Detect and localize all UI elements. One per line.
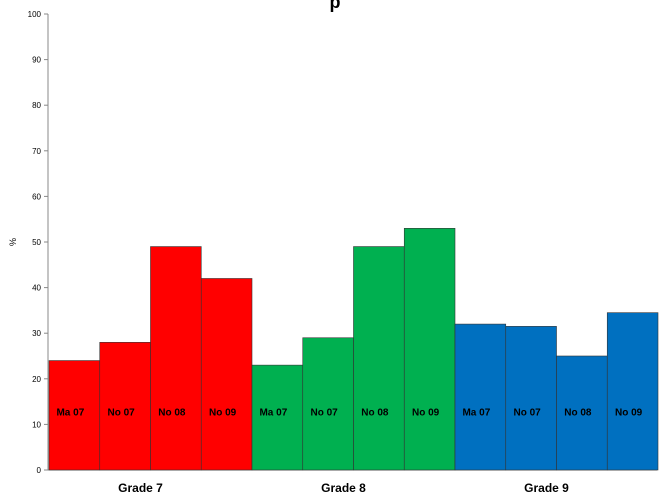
bar: [353, 246, 405, 471]
bar-label: Ma 07: [462, 407, 490, 418]
y-axis-label: %: [8, 238, 18, 246]
bar-label: No 09: [615, 407, 643, 418]
bar: [200, 278, 253, 471]
y-tick-label: 30: [32, 329, 41, 338]
bar: [606, 312, 659, 471]
bar-label: No 08: [564, 407, 592, 418]
bar: [302, 337, 354, 471]
y-tick-label: 20: [32, 375, 41, 384]
bar: [48, 360, 101, 471]
bar: [150, 246, 202, 471]
chart-title: p: [330, 0, 341, 12]
bar-label: No 08: [361, 407, 389, 418]
bar-label: No 07: [311, 407, 339, 418]
bar-label: No 07: [108, 407, 136, 418]
y-tick-label: 70: [32, 147, 41, 156]
bar-label: No 07: [514, 407, 542, 418]
bar: [403, 228, 456, 471]
bar-label: No 09: [209, 407, 237, 418]
bar: [505, 326, 557, 471]
y-tick-label: 80: [32, 101, 41, 110]
y-tick-label: 0: [37, 466, 42, 475]
y-tick-label: 10: [32, 420, 41, 429]
bar: [454, 323, 507, 471]
bar: [99, 342, 151, 471]
y-tick-label: 40: [32, 284, 41, 293]
y-tick-label: 50: [32, 238, 41, 247]
group-labels: Grade 7 Grade 8 Grade 9: [118, 481, 569, 495]
bar-label: No 09: [412, 407, 440, 418]
bar-labels: Ma 07 No 07 No 08 No 09 Ma 07 No 07 No 08 No 09…: [56, 407, 642, 418]
group-label: Grade 7: [118, 481, 163, 495]
bar-label: Ma 07: [56, 407, 84, 418]
y-tick-label: 90: [32, 56, 41, 65]
y-tick-label: 100: [28, 10, 42, 19]
y-tick-label: 60: [32, 192, 41, 201]
bars: [48, 228, 659, 471]
bar-label: Ma 07: [259, 407, 287, 418]
group-label: Grade 9: [524, 481, 569, 495]
bar-label: No 08: [158, 407, 186, 418]
group-label: Grade 8: [321, 481, 366, 495]
